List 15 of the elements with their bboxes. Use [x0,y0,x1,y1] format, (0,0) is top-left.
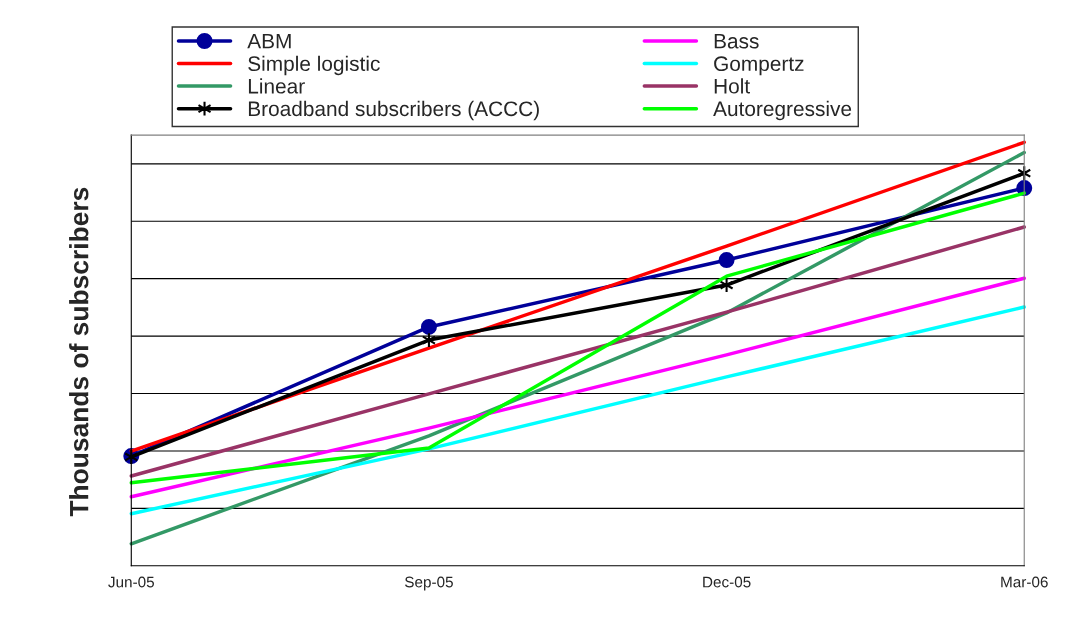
legend-label: Broadband subscribers (ACCC) [248,100,539,121]
point [718,252,735,269]
legend-label: Gompertz [714,56,804,76]
point [420,318,437,335]
legend-label: Autoregressive [713,100,852,121]
x-tick-label: Sep-05 [405,576,453,591]
x-tick-label: Dec-05 [703,576,751,588]
x-tick-label: Mar-06 [1001,576,1048,588]
legend-label: Simple logistic [248,55,380,76]
legend-label: Bass [714,33,759,49]
legend-label: Linear [248,78,305,94]
y-axis-title: Thousands of subscribers [69,187,89,517]
x-tick-label: Jun-05 [108,576,154,588]
legend-label: ABM [247,33,291,49]
legend-label: Holt [714,78,750,94]
